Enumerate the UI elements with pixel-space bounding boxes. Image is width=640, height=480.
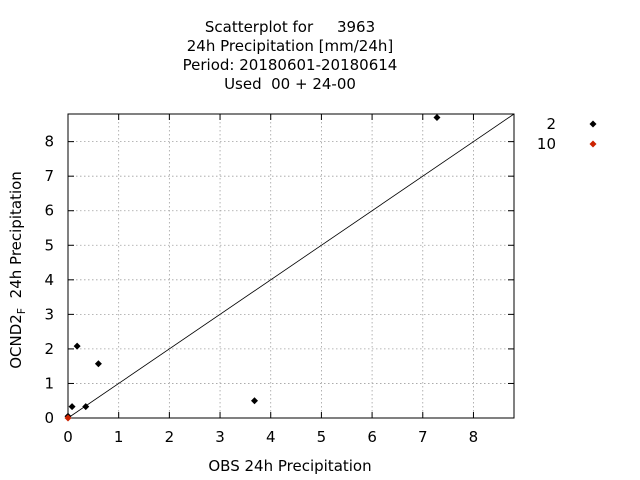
y-tick-label: 4 [44, 271, 54, 289]
y-axis-label-subscript: F [15, 308, 28, 314]
title-line-2: 24h Precipitation [mm/24h] [187, 37, 393, 55]
data-point-series-2 [68, 403, 76, 411]
legend-label-2: 2 [546, 115, 556, 133]
y-axis-label: OCND2F 24h Precipitation [7, 171, 28, 369]
legend-marker-2 [589, 120, 597, 128]
x-tick-label: 1 [114, 428, 124, 446]
x-tick-label: 8 [469, 428, 479, 446]
y-tick-label: 7 [44, 167, 54, 185]
y-tick-label: 2 [44, 340, 54, 358]
x-tick-label: 4 [266, 428, 276, 446]
title-line-3: Period: 20180601-20180614 [183, 56, 398, 74]
chart-title: Scatterplot for 3963 24h Precipitation [… [183, 18, 398, 93]
identity-line [67, 113, 515, 419]
legend-marker-10 [589, 140, 597, 148]
y-tick-label: 5 [44, 236, 54, 254]
data-point-series-2 [73, 342, 81, 350]
title-line-4: Used 00 + 24-00 [224, 75, 356, 93]
y-tick-label: 6 [44, 202, 54, 220]
axis-ticks: 0 1 2 3 4 5 6 7 8 0 1 2 3 4 5 6 7 8 [44, 114, 514, 446]
legend-label-10: 10 [537, 135, 556, 153]
x-tick-label: 6 [367, 428, 377, 446]
y-axis-label-rest: 24h Precipitation [7, 171, 25, 308]
data-point-series-2 [251, 397, 259, 405]
plot-frame [67, 113, 515, 419]
x-tick-label: 2 [165, 428, 175, 446]
y-tick-label: 3 [44, 305, 54, 323]
data-points [64, 113, 441, 422]
y-tick-label: 0 [44, 409, 54, 427]
grid-lines [68, 114, 514, 418]
x-tick-label: 0 [63, 428, 73, 446]
y-axis-label-main: OCND2 [7, 314, 25, 369]
y-tick-label: 8 [44, 133, 54, 151]
x-tick-label: 5 [317, 428, 327, 446]
title-line-1: Scatterplot for 3963 [205, 18, 375, 36]
y-tick-label: 1 [44, 374, 54, 392]
data-point-series-2 [94, 360, 102, 368]
x-axis-label: OBS 24h Precipitation [208, 457, 371, 475]
x-tick-label: 3 [215, 428, 225, 446]
data-point-series-2 [433, 113, 441, 121]
data-point-series-10 [64, 414, 72, 422]
data-point-series-2 [82, 403, 90, 411]
x-tick-label: 7 [418, 428, 428, 446]
legend: 210 [537, 115, 597, 153]
